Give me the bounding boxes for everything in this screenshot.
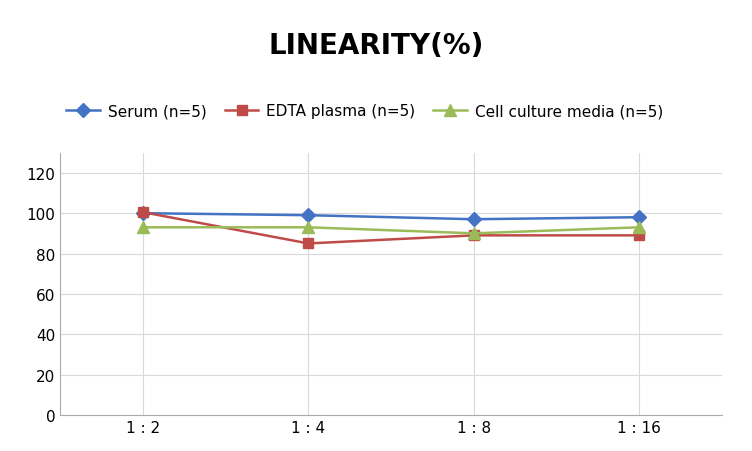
EDTA plasma (n=5) xyxy=(304,241,313,247)
Cell culture media (n=5) xyxy=(138,225,147,230)
Cell culture media (n=5) xyxy=(635,225,644,230)
EDTA plasma (n=5) xyxy=(635,233,644,239)
Cell culture media (n=5) xyxy=(304,225,313,230)
Line: Serum (n=5): Serum (n=5) xyxy=(138,209,644,225)
Serum (n=5) xyxy=(469,217,478,222)
Line: Cell culture media (n=5): Cell culture media (n=5) xyxy=(138,222,644,239)
Cell culture media (n=5) xyxy=(469,231,478,236)
Line: EDTA plasma (n=5): EDTA plasma (n=5) xyxy=(138,208,644,249)
EDTA plasma (n=5) xyxy=(138,210,147,216)
Serum (n=5) xyxy=(635,215,644,221)
Legend: Serum (n=5), EDTA plasma (n=5), Cell culture media (n=5): Serum (n=5), EDTA plasma (n=5), Cell cul… xyxy=(60,98,669,125)
EDTA plasma (n=5) xyxy=(469,233,478,239)
Serum (n=5) xyxy=(304,213,313,218)
Text: LINEARITY(%): LINEARITY(%) xyxy=(268,32,484,60)
Serum (n=5) xyxy=(138,211,147,216)
